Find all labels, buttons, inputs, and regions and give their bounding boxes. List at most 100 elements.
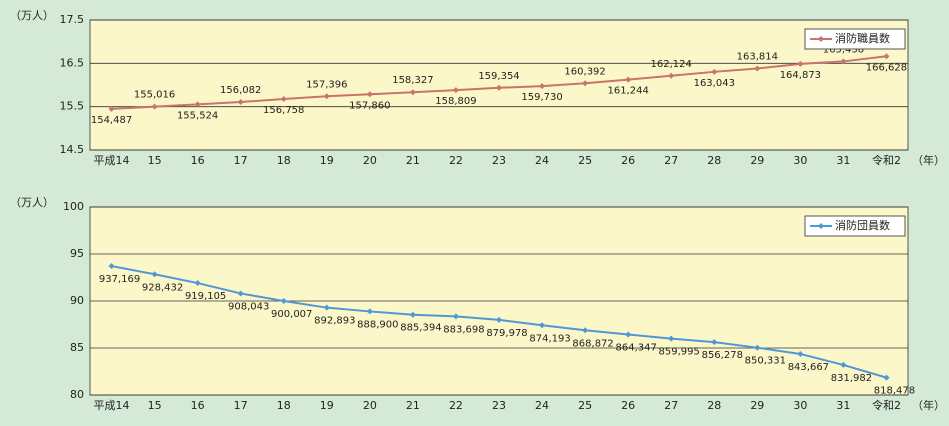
data-label: 166,628 (866, 62, 907, 73)
y-tick-label: 95 (70, 247, 84, 260)
x-tick-label: 令和2 (872, 398, 901, 412)
data-label: 159,354 (478, 71, 519, 82)
data-label: 157,396 (306, 79, 347, 90)
data-label: 856,278 (702, 350, 743, 361)
x-tick-label: 15 (148, 399, 162, 412)
marker (108, 263, 115, 270)
data-label: 885,394 (400, 323, 441, 334)
x-tick-label: 29 (750, 399, 764, 412)
x-tick-label: 19 (320, 154, 334, 167)
marker (409, 311, 416, 318)
legend-marker (818, 223, 824, 229)
marker (797, 60, 804, 67)
marker (409, 89, 416, 96)
data-label: 155,016 (134, 90, 175, 101)
marker (668, 335, 675, 342)
marker (582, 80, 589, 87)
x-tick-label: 23 (492, 399, 506, 412)
x-tick-label: 21 (406, 154, 420, 167)
marker (496, 84, 502, 91)
legend-label: 消防団員数 (835, 218, 890, 232)
marker (366, 308, 373, 315)
x-tick-label: 25 (578, 399, 592, 412)
legend-label: 消防職員数 (835, 31, 890, 45)
data-label: 859,995 (659, 347, 700, 358)
data-label: 868,872 (572, 338, 613, 349)
x-tick-label: 24 (535, 154, 549, 167)
marker (582, 327, 589, 334)
x-tick-label: 20 (363, 154, 377, 167)
marker (883, 374, 890, 381)
data-label: 164,873 (780, 70, 821, 81)
marker (754, 65, 761, 72)
x-tick-label: 21 (406, 399, 420, 412)
data-label: 843,667 (788, 362, 829, 373)
legend-marker (818, 36, 824, 42)
data-label: 160,392 (564, 66, 605, 77)
marker (668, 72, 675, 79)
marker (108, 105, 115, 112)
marker (539, 83, 546, 90)
x-tick-label: 27 (664, 154, 678, 167)
y-tick-label: 14.5 (60, 143, 85, 156)
data-label: 900,007 (271, 309, 312, 320)
y-tick-label: 16.5 (60, 56, 85, 69)
marker (237, 98, 244, 105)
x-tick-label: 30 (793, 154, 807, 167)
y-tick-label: 15.5 (60, 100, 85, 113)
data-label: 161,244 (607, 86, 648, 97)
data-label: 818,478 (874, 386, 915, 397)
x-tick-label: 平成14 (94, 399, 130, 412)
data-label: 892,893 (314, 316, 355, 327)
marker (452, 313, 459, 320)
data-label: 864,347 (615, 343, 656, 354)
x-tick-label: 16 (191, 399, 205, 412)
x-tick-label: 19 (320, 399, 334, 412)
x-tick-label: 17 (234, 399, 248, 412)
x-tick-label: 28 (707, 154, 721, 167)
x-tick-label: 25 (578, 154, 592, 167)
marker (711, 339, 718, 346)
data-label: 158,327 (392, 75, 433, 86)
x-tick-label: 27 (664, 399, 678, 412)
data-label: 163,043 (694, 78, 735, 89)
marker (323, 93, 330, 100)
data-label: 888,900 (357, 319, 398, 330)
data-label: 919,105 (185, 291, 226, 302)
marker (280, 96, 287, 103)
y-axis-title: （万人） (10, 9, 54, 22)
x-tick-label: 16 (191, 154, 205, 167)
data-label: 937,169 (99, 274, 140, 285)
x-tick-label: 28 (707, 399, 721, 412)
x-tick-label: 31 (836, 399, 850, 412)
marker (625, 331, 632, 338)
marker (280, 297, 287, 304)
y-tick-label: 100 (63, 200, 84, 213)
x-tick-label: 24 (535, 399, 549, 412)
x-tick-label: 22 (449, 154, 463, 167)
data-label: 159,730 (521, 92, 562, 103)
x-tick-label: 26 (621, 154, 635, 167)
x-tick-label: 17 (234, 154, 248, 167)
data-label: 154,487 (91, 115, 132, 126)
x-tick-label: 31 (836, 154, 850, 167)
marker (754, 344, 761, 351)
data-label: 156,082 (220, 85, 261, 96)
marker (883, 53, 890, 60)
x-axis-unit: （年） (912, 153, 945, 167)
data-label: 879,978 (486, 328, 527, 339)
data-label: 163,814 (737, 51, 778, 62)
marker (840, 361, 847, 368)
y-tick-label: 17.5 (60, 13, 85, 26)
x-tick-label: 令和2 (872, 153, 901, 167)
data-label: 158,809 (435, 96, 476, 107)
data-label: 156,758 (263, 105, 304, 116)
data-label: 831,982 (831, 373, 872, 384)
marker (840, 58, 847, 65)
y-axis-title: （万人） (10, 196, 54, 209)
marker (194, 280, 201, 287)
marker (151, 103, 158, 110)
data-label: 928,432 (142, 282, 183, 293)
legend-box (804, 28, 906, 50)
